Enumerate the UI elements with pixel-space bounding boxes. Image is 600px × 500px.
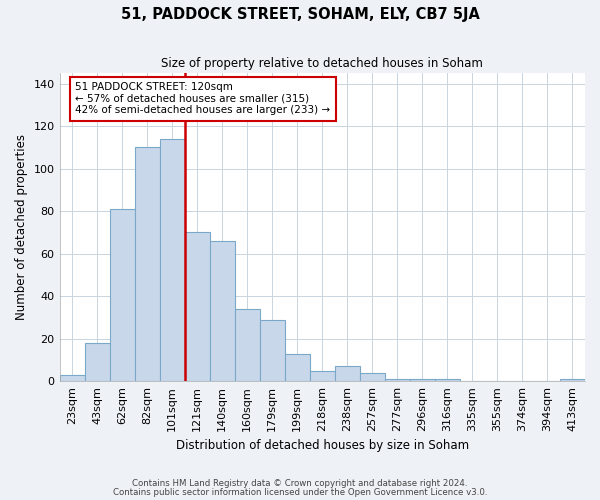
Bar: [260, 320, 285, 381]
Bar: [560, 379, 585, 381]
X-axis label: Distribution of detached houses by size in Soham: Distribution of detached houses by size …: [176, 440, 469, 452]
Text: 51, PADDOCK STREET, SOHAM, ELY, CB7 5JA: 51, PADDOCK STREET, SOHAM, ELY, CB7 5JA: [121, 8, 479, 22]
Bar: [209, 241, 235, 381]
Bar: [310, 370, 335, 381]
Bar: [235, 309, 260, 381]
Bar: [185, 232, 209, 381]
Bar: [360, 372, 385, 381]
Title: Size of property relative to detached houses in Soham: Size of property relative to detached ho…: [161, 58, 483, 70]
Bar: [385, 379, 410, 381]
Bar: [110, 209, 134, 381]
Y-axis label: Number of detached properties: Number of detached properties: [15, 134, 28, 320]
Bar: [410, 379, 435, 381]
Bar: [285, 354, 310, 381]
Bar: [160, 139, 185, 381]
Text: Contains public sector information licensed under the Open Government Licence v3: Contains public sector information licen…: [113, 488, 487, 497]
Bar: [435, 379, 460, 381]
Bar: [335, 366, 360, 381]
Text: 51 PADDOCK STREET: 120sqm
← 57% of detached houses are smaller (315)
42% of semi: 51 PADDOCK STREET: 120sqm ← 57% of detac…: [76, 82, 331, 116]
Text: Contains HM Land Registry data © Crown copyright and database right 2024.: Contains HM Land Registry data © Crown c…: [132, 479, 468, 488]
Bar: [85, 343, 110, 381]
Bar: [59, 375, 85, 381]
Bar: [134, 148, 160, 381]
